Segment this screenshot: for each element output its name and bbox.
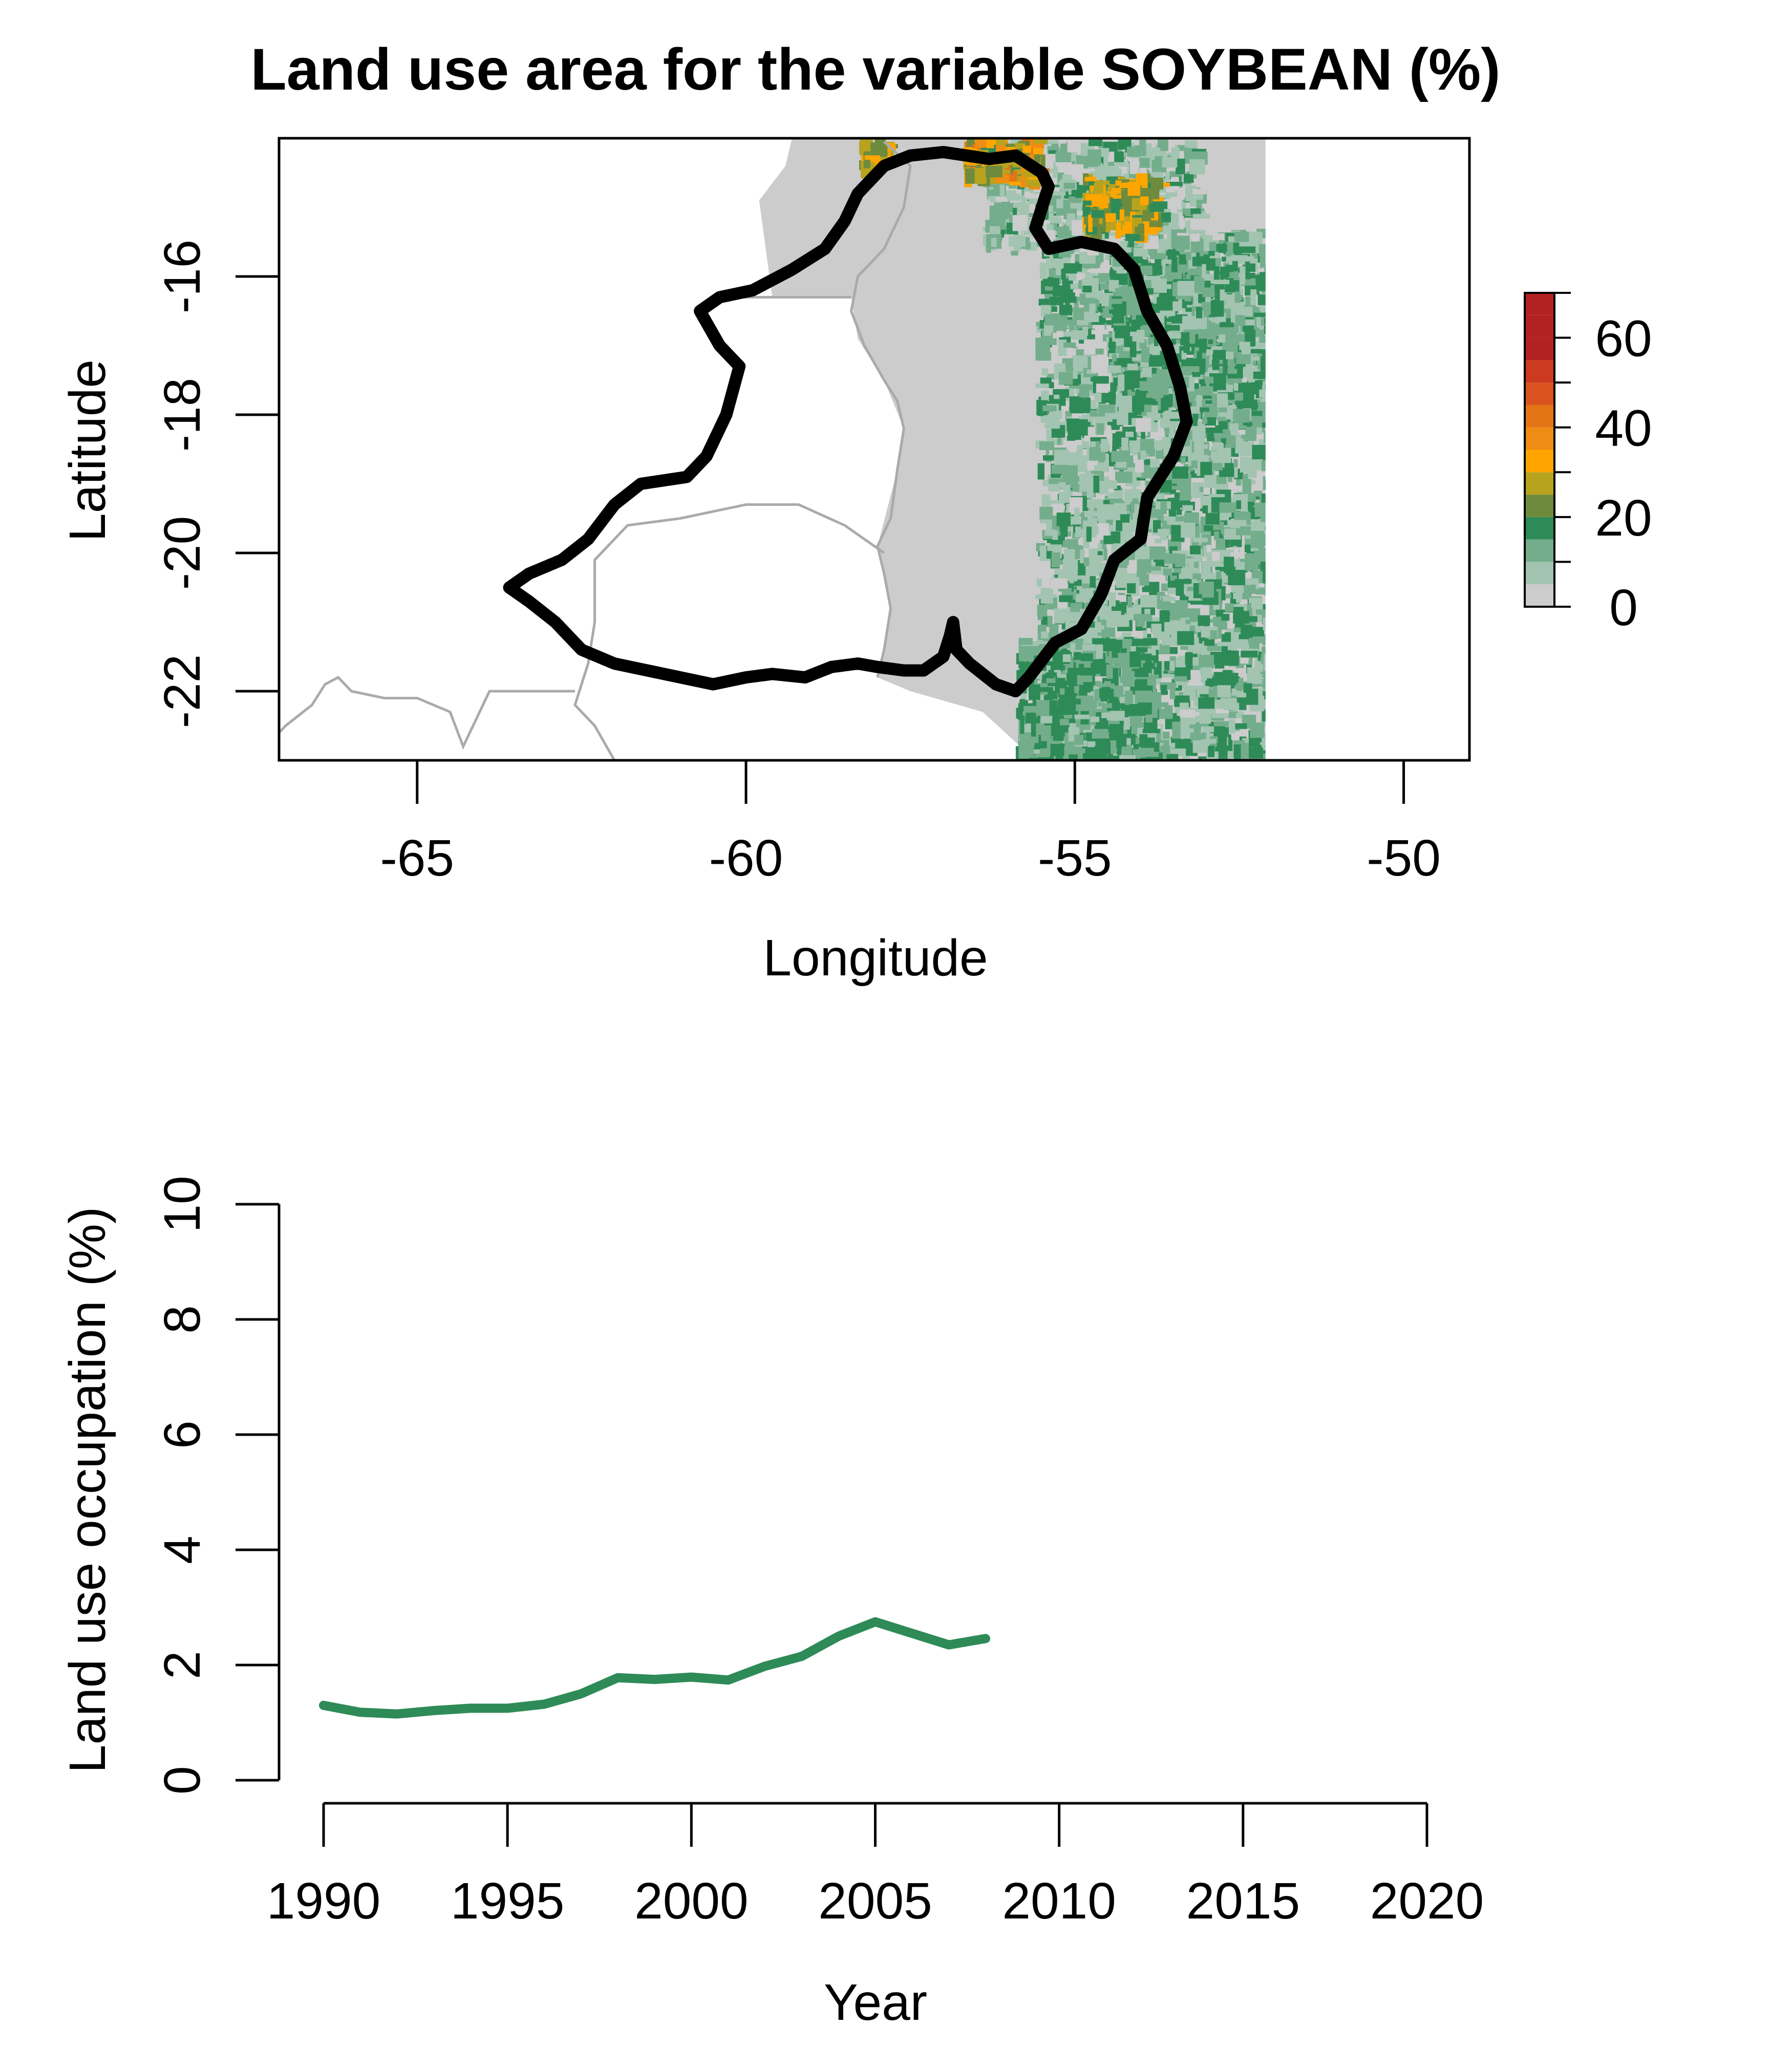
- line-x-tick-label: 2020: [1370, 1872, 1484, 1930]
- colorbar-swatch: [1525, 404, 1554, 428]
- colorbar-legend: 0 20 40 60: [1524, 292, 1652, 636]
- line-x-tick-label: 2015: [1186, 1872, 1300, 1930]
- colorbar-swatch: [1525, 382, 1554, 405]
- raster-cells-south: [1015, 637, 1163, 760]
- colorbar-swatch: [1525, 293, 1554, 315]
- line-panel: 1990 1995 2000 2005 2010 2015 2020 0 2 4 6 8 10 Yea…: [59, 1176, 1484, 2031]
- line-x-axis: 1990 1995 2000 2005 2010 2015 2020: [267, 1802, 1484, 1930]
- colorbar-swatch: [1525, 472, 1554, 495]
- line-y-axis-label: Land use occupation (%): [59, 1207, 116, 1773]
- colorbar-swatch: [1525, 562, 1554, 585]
- colorbar-swatch: [1525, 427, 1554, 450]
- line-y-tick-label: 6: [154, 1420, 211, 1449]
- chart-title: Land use area for the variable SOYBEAN (…: [250, 37, 1500, 102]
- colorbar-frame: [1524, 292, 1555, 608]
- map-panel: -65 -60 -55 -50 -16 -18 -20 -22 Longitude Lati…: [59, 137, 1652, 987]
- map-y-axis-label: Latitude: [59, 359, 116, 542]
- map-x-tick-label: -60: [709, 829, 783, 887]
- line-x-tick-label: 2000: [634, 1872, 748, 1930]
- map-x-axis-label: Longitude: [763, 929, 988, 987]
- line-y-tick-label: 10: [154, 1176, 211, 1232]
- map-x-tick-label: -55: [1038, 829, 1112, 887]
- line-x-tick-label: 1995: [451, 1872, 564, 1930]
- country-border-0: [849, 140, 912, 678]
- map-y-tick-label: -18: [154, 378, 211, 452]
- colorbar-swatch: [1525, 360, 1554, 383]
- series-line: [319, 1617, 990, 1719]
- watershed-outline: [503, 146, 1193, 697]
- raster-cells-north-hot: [1082, 173, 1170, 243]
- colorbar-swatch: [1525, 495, 1554, 517]
- colorbar-swatch: [1525, 517, 1554, 540]
- colorbar-label: 40: [1595, 400, 1652, 457]
- map-y-tick-label: -22: [154, 654, 211, 729]
- line-x-tick-label: 1990: [267, 1872, 380, 1930]
- colorbar-swatch: [1525, 315, 1554, 338]
- map-x-axis: -65 -60 -55 -50: [380, 759, 1441, 887]
- colorbar-swatch: [1525, 584, 1554, 607]
- line-y-tick-label: 2: [154, 1651, 211, 1679]
- raster-east-blank: [1265, 138, 1469, 760]
- line-x-tick-label: 2005: [818, 1872, 932, 1930]
- line-y-tick-label: 4: [154, 1535, 211, 1564]
- colorbar-swatch: [1525, 450, 1554, 473]
- colorbar-label: 60: [1595, 310, 1652, 368]
- line-y-axis: 0 2 4 6 8 10: [154, 1176, 281, 1795]
- line-x-tick-label: 2010: [1002, 1872, 1116, 1930]
- colorbar-swatch: [1525, 539, 1554, 562]
- map-y-axis: -16 -18 -20 -22: [154, 240, 281, 729]
- map-x-tick-label: -50: [1367, 829, 1441, 887]
- line-x-axis-label: Year: [824, 1974, 927, 2031]
- country-border-3: [279, 675, 575, 750]
- colorbar-swatch: [1525, 337, 1554, 360]
- map-x-tick-label: -65: [380, 829, 454, 887]
- line-y-tick-label: 0: [154, 1766, 211, 1795]
- colorbar-label: 0: [1609, 579, 1638, 636]
- country-border-2: [573, 503, 885, 760]
- map-y-tick-label: -16: [154, 240, 211, 314]
- map-y-tick-label: -20: [154, 516, 211, 590]
- line-y-tick-label: 8: [154, 1305, 211, 1334]
- colorbar-label: 20: [1595, 489, 1652, 547]
